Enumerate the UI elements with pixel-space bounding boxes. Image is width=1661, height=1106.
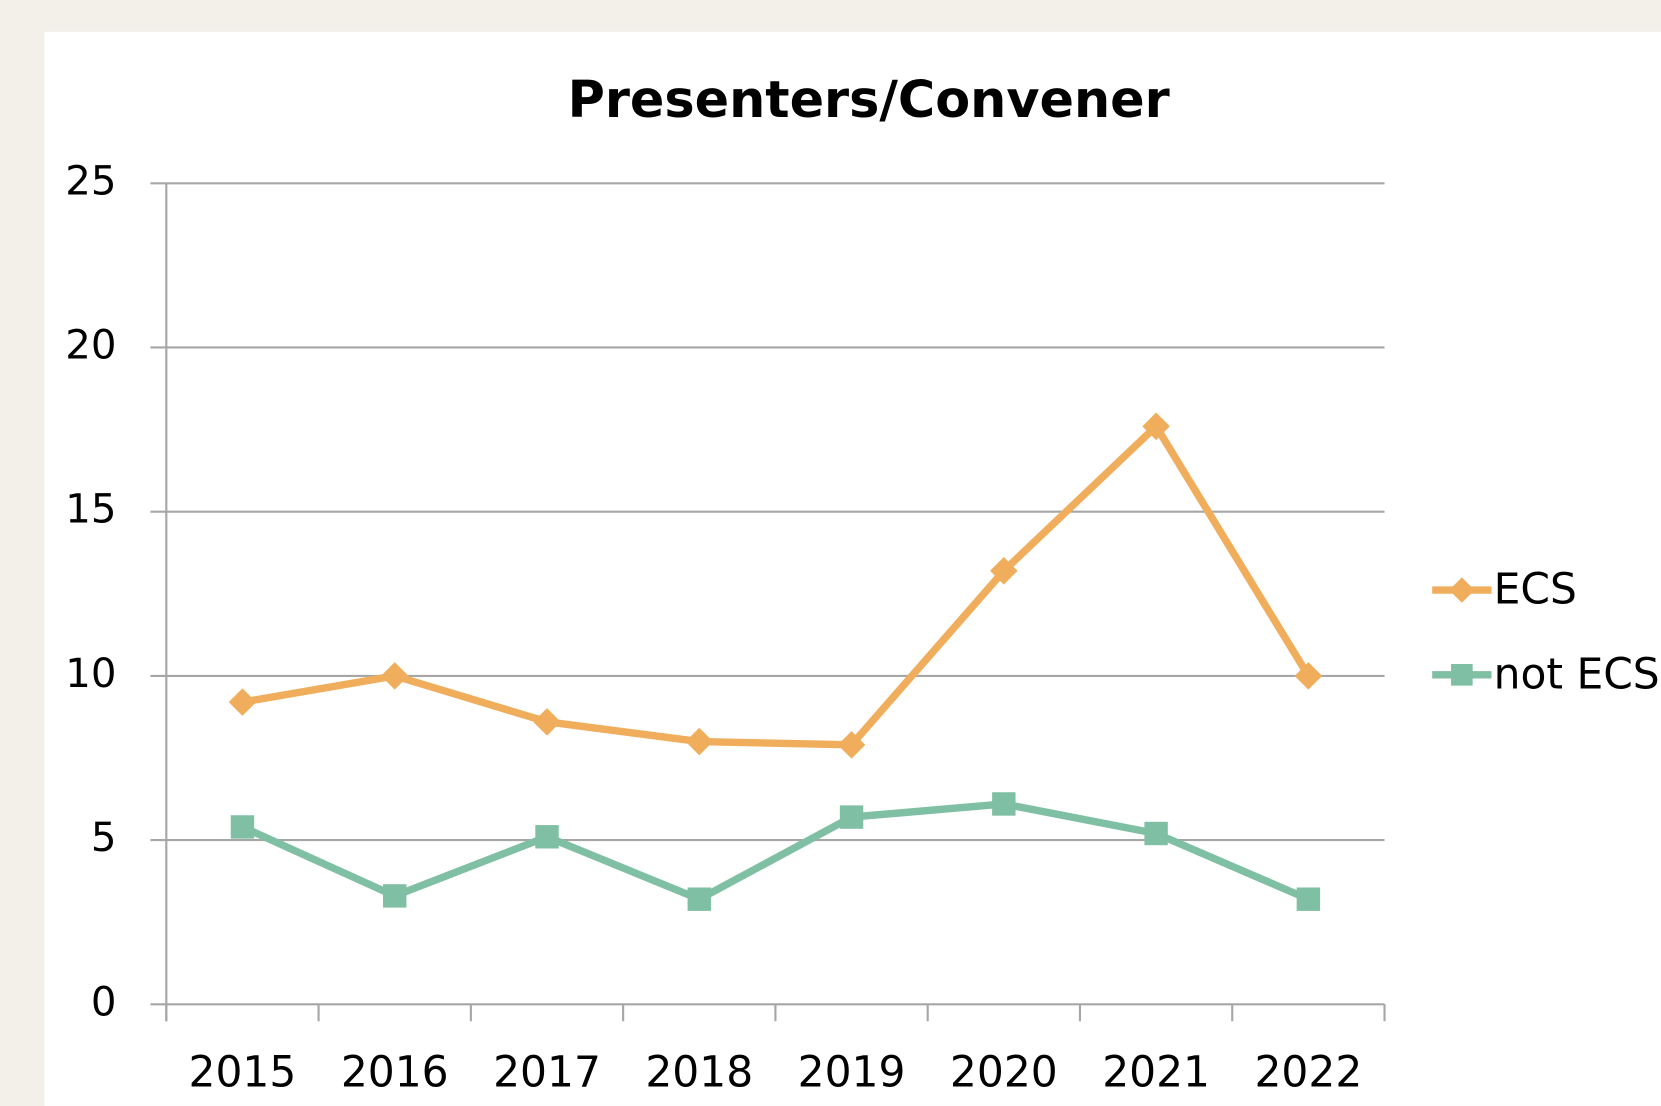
y-tick-label: 15 [65, 487, 116, 533]
marker [990, 557, 1018, 585]
x-tick-label: 2019 [798, 1048, 906, 1097]
x-tick-label: 2021 [1102, 1048, 1210, 1097]
marker [1296, 887, 1321, 911]
marker [685, 727, 714, 756]
y-tick-label: 5 [91, 815, 117, 861]
marker [1451, 664, 1473, 686]
x-tick-label: 2022 [1254, 1048, 1362, 1097]
chart-title: Presenters/Convener [568, 70, 1170, 129]
legend-label: not ECS [1494, 649, 1660, 698]
marker [380, 662, 409, 690]
marker [230, 815, 255, 839]
marker [535, 825, 559, 849]
y-tick-label: 20 [65, 322, 116, 368]
x-tick-label: 2018 [645, 1048, 753, 1097]
marker [687, 887, 711, 911]
y-tick-label: 25 [65, 158, 116, 204]
series-line [240, 800, 1310, 903]
marker [228, 688, 257, 716]
marker [1144, 821, 1168, 846]
y-tick-label: 10 [65, 651, 116, 697]
x-tick-label: 2016 [341, 1048, 449, 1097]
x-tick-label: 2015 [189, 1048, 297, 1097]
marker [1294, 662, 1323, 690]
marker [1142, 412, 1170, 441]
x-tick-label: 2020 [950, 1048, 1058, 1097]
y-tick-label: 0 [91, 979, 117, 1025]
marker [992, 792, 1016, 816]
marker [839, 805, 864, 829]
x-tick-label: 2017 [493, 1048, 601, 1097]
marker [383, 884, 407, 908]
legend-label: ECS [1494, 565, 1577, 614]
chart-panel [44, 31, 1661, 1106]
marker [533, 708, 561, 736]
series-line [241, 422, 1312, 749]
